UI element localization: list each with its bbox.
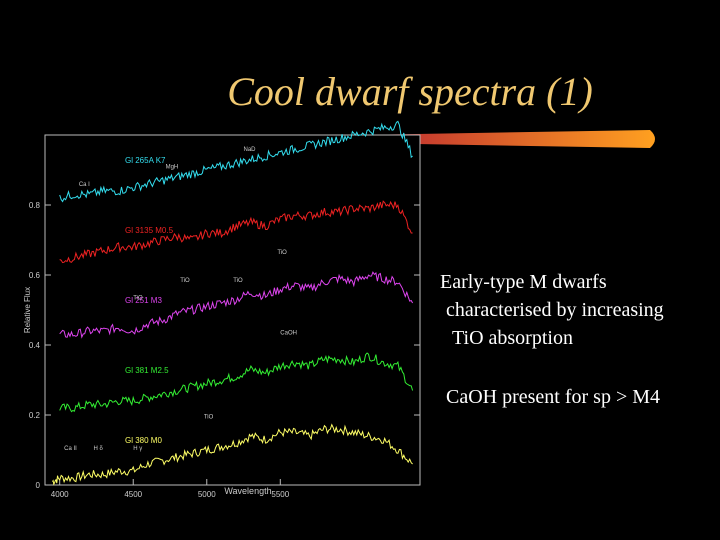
feature-annotation: TiO [180, 278, 190, 284]
bullet-line: TiO absorption [452, 327, 573, 349]
y-tick-label: 0.2 [29, 411, 41, 420]
spectrum-line [59, 120, 413, 203]
feature-annotation: TiO [204, 415, 214, 421]
feature-annotation: Ca I [79, 182, 90, 188]
series-layer [51, 120, 414, 486]
y-axis: 0 0.2 0.4 0.6 0.8 [29, 201, 420, 490]
bullet-line: characterised by increasing [446, 299, 664, 321]
y-tick-label: 0.8 [29, 201, 41, 210]
series-label: Gl 380 M0 [125, 436, 162, 445]
y-tick-label: 0 [36, 481, 41, 490]
bullet-list: Early-type M dwarfs characterised by inc… [440, 268, 720, 352]
feature-annotation: Ca II [64, 446, 77, 452]
bullet-line: Early-type M dwarfs [440, 271, 607, 293]
feature-annotation: TiO [233, 278, 243, 284]
feature-annotation: TiO [133, 296, 143, 302]
feature-annotation: NaD [244, 147, 257, 153]
series-label: Gl 381 M2.5 [125, 366, 169, 375]
feature-annotation: TiO [277, 250, 287, 256]
labels-layer: Gl 380 M0 Gl 381 M2.5 Gl 251 M3 Gl 3135 M0.… [64, 147, 297, 452]
chart-panel [44, 134, 421, 486]
spectrum-line [59, 200, 413, 264]
x-tick-label: 5500 [271, 490, 289, 499]
series-label: Gl 251 M3 [125, 296, 162, 305]
spectrum-line [59, 271, 414, 339]
bullet-item: Early-type M dwarfs characterised by inc… [440, 268, 720, 352]
slide-title: Cool dwarf spectra (1) [227, 69, 593, 114]
x-axis: 4000 4500 5000 5500 [51, 479, 290, 499]
feature-annotation: H γ [133, 446, 142, 452]
x-tick-label: 5000 [198, 490, 216, 499]
bullet-item: CaOH present for sp > M4 [446, 386, 661, 408]
spectrum-line [51, 423, 413, 486]
spectra-chart: 0 0.2 0.4 0.6 0.8 4000 4500 5000 5500 Gl 380 M0… [23, 120, 421, 499]
x-tick-label: 4500 [124, 490, 142, 499]
x-tick-label: 4000 [51, 490, 69, 499]
series-label: Gl 265A K7 [125, 156, 166, 165]
y-tick-label: 0.4 [29, 341, 41, 350]
y-tick-label: 0.6 [29, 271, 41, 280]
spectrum-line [59, 352, 414, 413]
feature-annotation: H δ [94, 446, 104, 452]
y-axis-label: Relative Flux [23, 287, 32, 333]
x-axis-label: Wavelength [224, 486, 271, 496]
series-label: Gl 3135 M0.5 [125, 226, 174, 235]
feature-annotation: CaOH [280, 331, 297, 337]
feature-annotation: MgH [166, 164, 179, 170]
